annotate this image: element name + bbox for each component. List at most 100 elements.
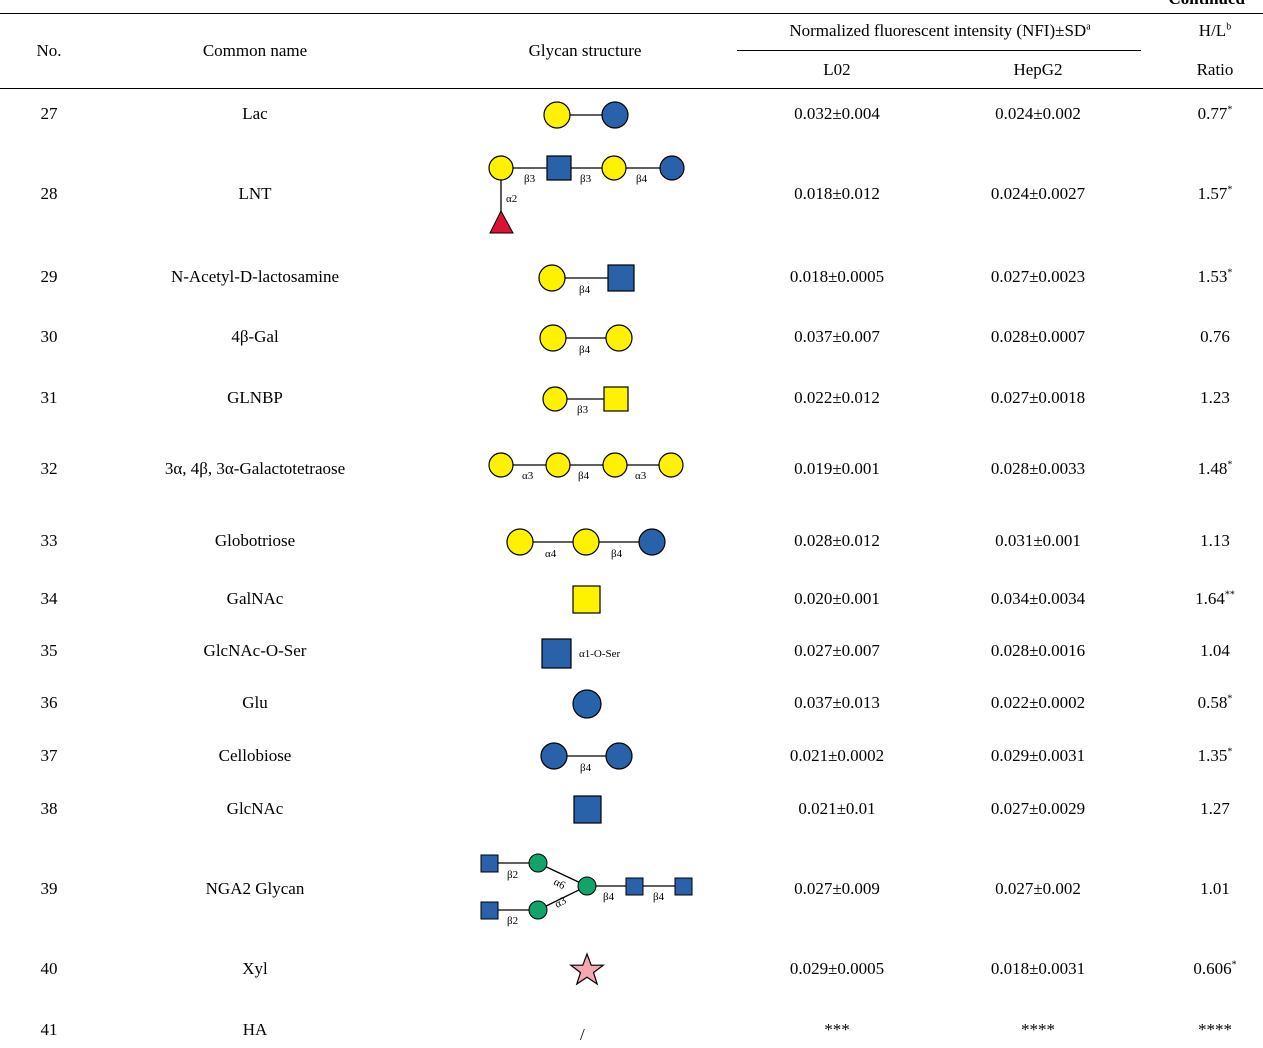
cell-l02: 0.018±0.0005: [789, 267, 885, 286]
ratio-value: 1.23: [1200, 388, 1230, 407]
cell-name: LNT: [238, 184, 272, 203]
linkage-label: α3: [522, 470, 534, 482]
linkage-label: α4: [545, 548, 557, 560]
galactose-circle-icon: [488, 155, 514, 181]
glcnac-square-icon: [480, 854, 499, 873]
cell-ratio: 1.01: [1175, 879, 1255, 899]
cell-l02: 0.022±0.012: [794, 388, 880, 407]
cell-name: Globotriose: [214, 531, 296, 550]
header-hl: H/Lb: [1175, 21, 1255, 41]
header-l02: L02: [823, 60, 851, 79]
cell-no: 31: [40, 388, 58, 407]
cell-no: 33: [40, 531, 58, 550]
cell-ratio: 1.48*: [1175, 459, 1255, 479]
significance-mark: *: [1227, 693, 1233, 705]
header-ratio: Ratio: [1196, 60, 1234, 79]
cell-ratio: 0.606*: [1175, 959, 1255, 979]
cell-name: 3α, 4β, 3α-Galactotetraose: [164, 459, 346, 478]
glcnac-square-icon: [607, 264, 635, 292]
linkage-label: α2: [506, 193, 517, 205]
significance-mark: *: [1227, 104, 1233, 116]
cell-hepg2: 0.027±0.0018: [990, 388, 1086, 407]
cell-l02: 0.020±0.001: [794, 589, 880, 608]
no-structure-mark: /: [580, 1025, 585, 1044]
cell-ratio: 1.04: [1175, 641, 1255, 661]
glycan-nga2: β2 β2 α6 α3 β4 β4: [480, 853, 693, 927]
cell-no: 27: [40, 104, 58, 123]
cell-hepg2: 0.024±0.0027: [990, 184, 1086, 203]
glucose-circle-icon: [601, 101, 629, 129]
header-hl-text: H/L: [1198, 21, 1227, 40]
cell-l02: ***: [824, 1020, 850, 1039]
significance-mark: *: [1227, 459, 1233, 471]
top-rule: [0, 13, 1263, 14]
cell-name: Lac: [242, 104, 268, 123]
cell-name: GlcNAc: [226, 799, 284, 818]
header-common-name: Common name: [202, 41, 308, 60]
glucose-circle-icon: [605, 742, 633, 770]
galnac-square-icon: [572, 585, 601, 614]
glycan-glcnac-o-ser: α1-O-Ser: [541, 638, 621, 669]
mannose-circle-icon: [528, 853, 548, 873]
header-nfi-footnote: a: [1086, 21, 1091, 33]
cell-no: 36: [40, 693, 58, 712]
galactose-circle-icon: [572, 528, 600, 556]
cell-ratio: 0.77*: [1175, 104, 1255, 124]
glcnac-square-icon: [674, 877, 693, 896]
glycan-4b-gal: β4: [539, 324, 633, 356]
significance-mark: *: [1227, 746, 1233, 758]
linkage-label: β4: [603, 891, 615, 903]
cell-hepg2: 0.027±0.002: [995, 879, 1081, 898]
linkage-label: β4: [580, 762, 592, 774]
fucose-triangle-icon: [489, 209, 514, 234]
cell-l02: 0.028±0.012: [794, 531, 880, 550]
cell-no: 28: [40, 184, 58, 203]
galactose-circle-icon: [539, 324, 567, 352]
continued-label: Continued: [1168, 0, 1245, 9]
header-no: No.: [36, 41, 62, 60]
cell-no: 32: [40, 459, 58, 478]
galactose-circle-icon: [601, 155, 627, 181]
glcnac-square-icon: [480, 901, 499, 920]
linkage-label: β3: [524, 173, 536, 185]
cell-ratio: 1.53*: [1175, 267, 1255, 287]
header-hepg2: HepG2: [1013, 60, 1063, 79]
glcnac-square-icon: [541, 638, 572, 669]
significance-mark: *: [1227, 184, 1233, 196]
ratio-value: 1.01: [1200, 879, 1230, 898]
ratio-value: 1.48: [1197, 459, 1228, 478]
linkage-label: β4: [578, 470, 590, 482]
linkage-label: β4: [579, 344, 591, 356]
galactose-circle-icon: [488, 452, 514, 478]
glucose-circle-icon: [659, 155, 685, 181]
linkage-label: β4: [636, 173, 648, 185]
linkage-label: α1-O-Ser: [579, 648, 621, 660]
galactose-circle-icon: [605, 324, 633, 352]
header-hl-footnote: b: [1226, 21, 1232, 33]
cell-l02: 0.037±0.013: [794, 693, 880, 712]
cell-hepg2: 0.031±0.001: [995, 531, 1081, 550]
header-nfi: Normalized fluorescent intensity (NFI)±S…: [735, 21, 1145, 41]
cell-ratio: 0.76: [1175, 327, 1255, 347]
galnac-square-icon: [603, 386, 629, 412]
ratio-value: 0.58: [1197, 693, 1228, 712]
cell-l02: 0.021±0.01: [798, 799, 876, 818]
significance-mark: *: [1227, 267, 1233, 279]
cell-hepg2: 0.024±0.002: [995, 104, 1081, 123]
significance-mark: *: [1231, 959, 1237, 971]
ratio-value: 0.77: [1197, 104, 1228, 123]
ratio-value: 1.35: [1197, 746, 1228, 765]
ratio-value: 1.53: [1197, 267, 1228, 286]
galactose-circle-icon: [543, 101, 571, 129]
glycan-galactotetraose: α3 β4 α3: [488, 452, 684, 482]
ratio-value: 1.13: [1200, 531, 1230, 550]
cell-hepg2: ****: [1021, 1020, 1055, 1039]
cell-name: GalNAc: [226, 589, 284, 608]
header-glycan-structure: Glycan structure: [528, 41, 642, 60]
linkage-label: α6: [552, 876, 568, 892]
cell-l02: 0.032±0.004: [794, 104, 880, 123]
cell-ratio: 1.13: [1175, 531, 1255, 551]
cell-no: 37: [40, 746, 58, 765]
cell-ratio: 1.35*: [1175, 746, 1255, 766]
